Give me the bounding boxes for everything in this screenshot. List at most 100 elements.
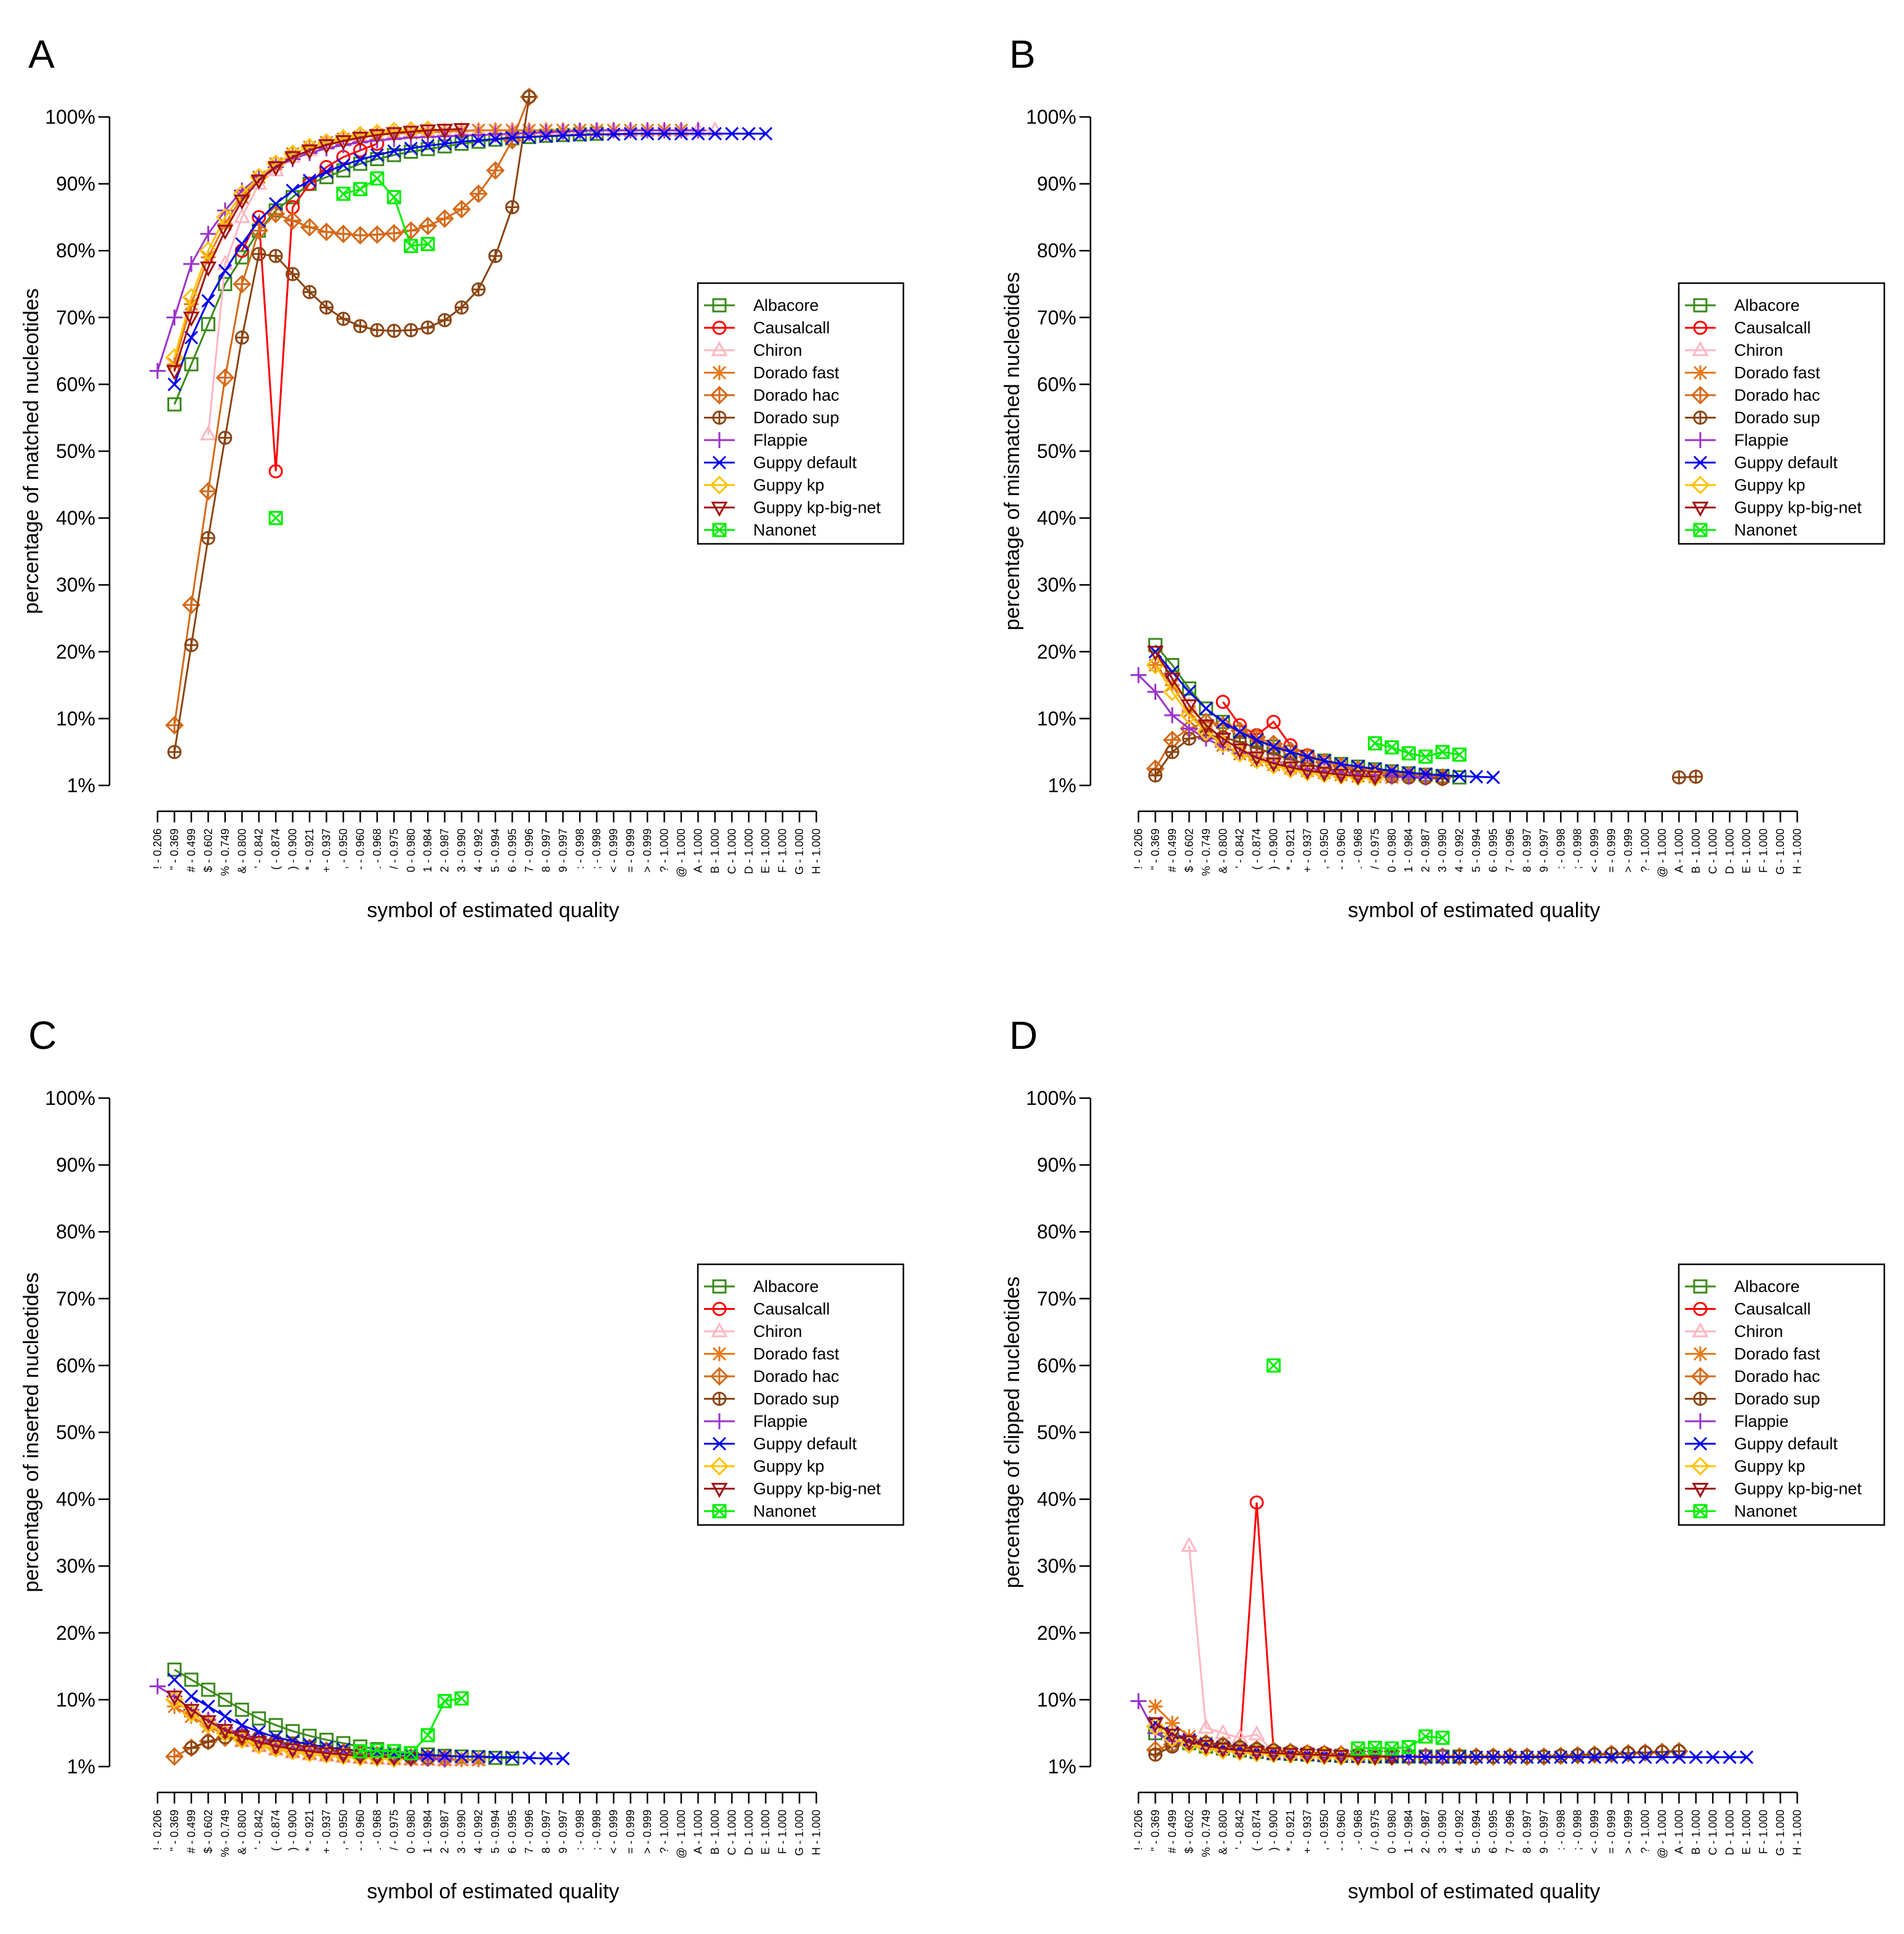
series-dorado-sup-point: [184, 1741, 199, 1755]
x-tick-label: 1 - 0.984: [1402, 1810, 1415, 1853]
legend-entry-guppy-kp: Guppy kp: [704, 1456, 825, 1476]
series-guppy-default-point: [1300, 750, 1314, 764]
panel-b: B 1% 10% 20% 30% 40% 50% 60% 70% 80% 90% 100% percen…: [1001, 32, 1886, 922]
x-axis-label: symbol of estimated quality: [367, 899, 619, 922]
x-tick-label: & - 0.800: [1217, 829, 1229, 873]
legend-entry-chiron-label: Chiron: [1734, 1322, 1783, 1341]
series-guppy-kp-big-net-line: [1154, 1722, 1392, 1758]
series-nanonet-point: [336, 187, 351, 201]
legend-entry-nanonet: Nanonet: [704, 1502, 817, 1520]
y-axis-label: percentage of mismatched nucleotides: [1001, 272, 1024, 630]
series-dorado-sup-point: [252, 247, 266, 262]
x-tick-label: , - 0.950: [337, 1810, 350, 1850]
x-tick-label: ( - 0.874: [270, 1810, 282, 1851]
series-guppy-default-point: [725, 127, 739, 141]
legend-entry-dorado-fast-point: [1693, 1346, 1708, 1362]
series-dorado-sup-point: [353, 319, 367, 334]
series-dorado-fast-point: [471, 1752, 486, 1768]
series-guppy-default: [167, 1672, 570, 1766]
x-tick-label: = - 0.999: [625, 1810, 637, 1854]
series-causalcall-point: [268, 464, 283, 479]
legend-entry-dorado-hac: Dorado hac: [704, 385, 839, 405]
series-guppy-kp-big-net-point: [250, 174, 268, 190]
series-dorado-sup-point: [268, 249, 283, 263]
legend-entry-guppy-kp-point: [710, 1456, 729, 1476]
series-albacore-point: [184, 1672, 199, 1687]
legend-entry-guppy-kp-big-net: Guppy kp-big-net: [704, 499, 881, 517]
series-nanonet-line: [343, 177, 428, 247]
series-flappie-point: [1147, 1725, 1164, 1741]
series-guppy-kp-point: [300, 137, 319, 156]
series-guppy-default-point: [1436, 1750, 1450, 1764]
x-tick-label: 2 - 0.987: [439, 829, 451, 872]
y-tick-label: 60%: [1037, 373, 1076, 395]
series-guppy-kp-big-net-point: [335, 1748, 352, 1764]
legend-entry-flappie: Flappie: [704, 1412, 808, 1430]
legend-entry-dorado-hac-point: [710, 1366, 729, 1386]
series-guppy-default-point: [556, 1751, 570, 1766]
x-tick-label: ( - 0.874: [1250, 1810, 1263, 1851]
series-albacore-point: [252, 1711, 266, 1726]
x-tick-label: 3 - 0.990: [1436, 1810, 1449, 1853]
legend-entry-chiron-point: [711, 1322, 728, 1338]
series-flappie-point: [420, 1750, 436, 1767]
series-dorado-sup-point: [1689, 769, 1703, 784]
legend-entry-chiron: Chiron: [1685, 340, 1783, 359]
series-guppy-kp-big-net-point: [351, 132, 369, 147]
series-guppy-default-point: [1199, 702, 1213, 716]
x-tick-label: ! - 0.206: [151, 1810, 164, 1850]
x-tick-label: A - 1.000: [692, 1810, 704, 1854]
x-tick-label: - - 0.960: [354, 1810, 366, 1851]
y-tick-label: 20%: [56, 641, 95, 663]
series-nanonet-point: [370, 171, 385, 186]
series-dorado-hac-point: [266, 204, 286, 223]
legend-entry-albacore-label: Albacore: [753, 1277, 819, 1296]
series-guppy-kp-big-net-point: [1214, 732, 1231, 748]
series-guppy-kp-big-net: [166, 123, 470, 380]
series-guppy-default-point: [1469, 769, 1484, 784]
series-guppy-default-point: [573, 128, 587, 142]
x-tick-label: 9 - 0.997: [1538, 829, 1550, 872]
x-tick-label: B - 1.000: [1690, 1810, 1702, 1855]
x-tick-label: @ - 1.000: [1656, 1810, 1668, 1858]
x-tick-label: ? - 1.000: [1639, 829, 1652, 872]
y-tick-label: 100%: [1026, 1087, 1076, 1109]
series-guppy-kp-point: [182, 1703, 201, 1723]
series-guppy-default-point: [674, 127, 689, 141]
series-flappie-point: [639, 122, 656, 138]
x-tick-label: 8 - 0.997: [1521, 829, 1533, 872]
series-guppy-kp-big-net-point: [1146, 1717, 1164, 1733]
series-guppy-default-point: [1165, 665, 1179, 679]
x-tick-label: D - 1.000: [743, 1810, 755, 1855]
series-guppy-kp-big-net-point: [1214, 1743, 1231, 1758]
series-guppy-kp-big-net-point: [1316, 1749, 1333, 1765]
legend-entry-guppy-kp-big-net-point: [1692, 1483, 1709, 1498]
series-guppy-default-point: [1402, 766, 1416, 780]
series-dorado-sup-point: [1553, 1749, 1568, 1763]
series-nanonet-point: [1418, 1729, 1433, 1744]
x-tick-label: = - 0.999: [625, 829, 637, 873]
series-nanonet: [1266, 1358, 1450, 1756]
series-guppy-default-point: [522, 1751, 536, 1765]
legend-entry-nanonet: Nanonet: [1685, 521, 1798, 539]
series-dorado-sup-point: [167, 745, 182, 760]
series-albacore-point: [184, 357, 199, 372]
series-nanonet-point: [1367, 1741, 1382, 1755]
series-flappie-point: [1130, 667, 1146, 683]
series-chiron-point: [233, 207, 250, 223]
series-guppy-default-point: [167, 377, 182, 391]
y-tick-label: 60%: [56, 1354, 95, 1376]
series-flappie-point: [622, 122, 639, 138]
series-flappie-point: [656, 122, 673, 138]
x-tick-label: A - 1.000: [692, 829, 704, 873]
x-tick-label: # - 0.499: [1166, 829, 1178, 872]
series-guppy-kp-big-net-point: [1366, 771, 1383, 786]
series-dorado-fast-point: [1148, 657, 1163, 673]
x-tick-label: ' - 0.842: [253, 829, 265, 868]
x-tick-label: C - 1.000: [726, 1810, 738, 1855]
series-guppy-default-point: [1655, 1750, 1670, 1764]
x-tick-label: = - 0.999: [1606, 1810, 1618, 1854]
legend-entry-causalcall-point: [712, 321, 727, 335]
series-nanonet-point: [1435, 1730, 1450, 1745]
